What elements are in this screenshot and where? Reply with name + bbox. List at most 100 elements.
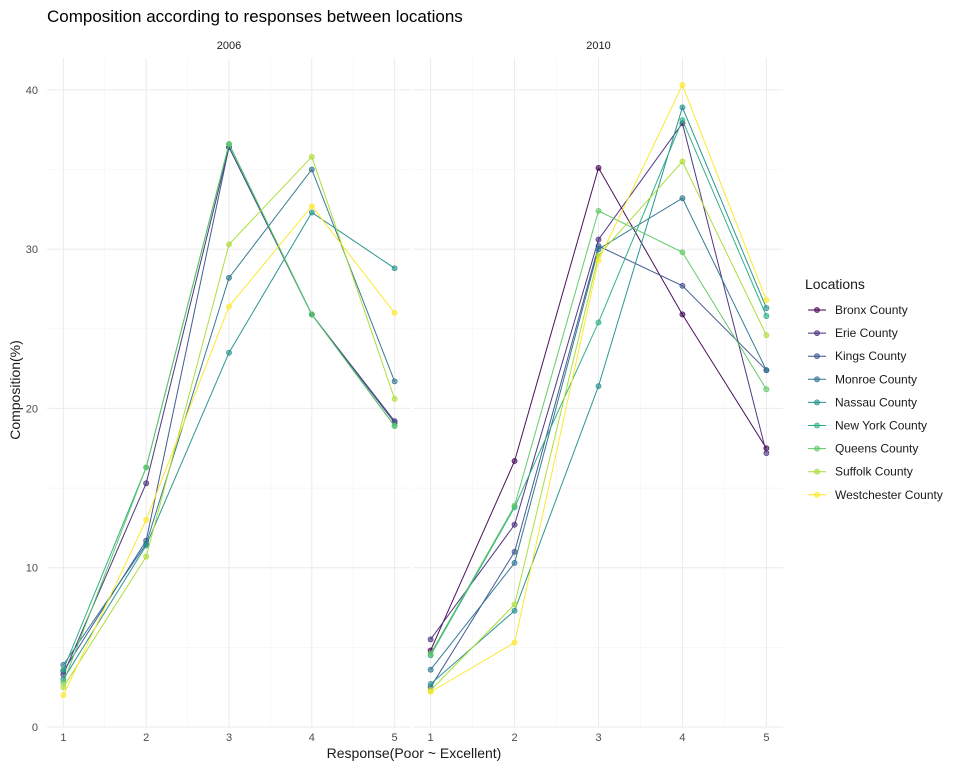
data-point	[427, 650, 434, 657]
data-point	[595, 383, 602, 390]
data-point	[308, 166, 315, 173]
x-tick-label: 4	[309, 732, 315, 744]
x-tick-label: 1	[428, 732, 434, 744]
data-point	[763, 386, 770, 393]
data-point	[679, 282, 686, 289]
data-point	[763, 450, 770, 456]
data-point	[427, 636, 434, 643]
data-point	[679, 249, 686, 256]
x-tick-label: 5	[392, 732, 398, 744]
data-point	[679, 311, 686, 318]
data-point	[679, 117, 686, 124]
data-point	[595, 165, 602, 171]
data-point	[226, 274, 232, 281]
data-point	[143, 464, 150, 471]
data-point	[511, 458, 518, 464]
x-tick-label: 3	[226, 732, 232, 744]
data-point	[308, 209, 315, 216]
panel-2010-series	[427, 82, 770, 695]
data-point	[679, 158, 686, 165]
x-axis-ticks: 1 2 3 4 5 1 2 3 4 5	[60, 732, 769, 744]
x-tick-label: 3	[595, 732, 601, 744]
data-point	[679, 195, 686, 202]
x-tick-label: 1	[60, 732, 66, 744]
data-point	[679, 82, 686, 88]
data-point	[595, 236, 602, 243]
data-point	[763, 332, 770, 339]
data-point	[511, 548, 518, 555]
data-point	[391, 423, 398, 429]
data-point	[143, 553, 150, 560]
data-point	[511, 601, 518, 608]
data-point	[226, 303, 232, 310]
data-point	[226, 349, 232, 356]
y-tick-label: 40	[26, 85, 38, 97]
legend-key-point	[814, 376, 820, 383]
panel-2010: 2010	[414, 40, 783, 728]
x-axis-title: Response(Poor ~ Excellent)	[327, 745, 502, 761]
legend-label: Queens County	[835, 442, 918, 456]
panel-2006: 2006	[47, 40, 411, 728]
data-point	[763, 367, 770, 374]
data-point	[143, 517, 150, 523]
data-point	[427, 681, 434, 687]
y-axis-title: Composition(%)	[7, 340, 23, 440]
panel-2010-grid	[414, 58, 783, 728]
data-point	[391, 265, 398, 272]
legend-key-point	[814, 399, 820, 406]
data-point	[595, 257, 602, 264]
data-point	[143, 542, 150, 549]
data-point	[763, 297, 770, 304]
data-point	[511, 639, 518, 646]
y-tick-label: 30	[26, 244, 38, 256]
x-tick-label: 4	[679, 732, 685, 744]
legend-key-point	[814, 330, 820, 336]
y-tick-label: 0	[32, 722, 38, 734]
chart-title: Composition according to responses betwe…	[47, 7, 463, 26]
legend-key-point	[814, 353, 820, 360]
data-point	[763, 313, 770, 319]
legend-label: Bronx County	[835, 303, 908, 317]
legend-key-point	[814, 307, 820, 313]
data-point	[427, 666, 434, 673]
data-point	[595, 208, 602, 214]
x-tick-label: 2	[511, 732, 517, 744]
y-tick-label: 10	[26, 563, 38, 575]
data-point	[427, 689, 434, 695]
legend-label: Erie County	[835, 326, 898, 340]
data-point	[511, 607, 518, 614]
data-point	[391, 395, 398, 402]
legend-key-point	[814, 422, 820, 429]
legend: Locations Bronx County Erie County Kings C…	[805, 276, 943, 502]
legend-items: Bronx County Erie County Kings County Monro…	[808, 303, 943, 502]
y-tick-label: 20	[26, 403, 38, 415]
data-point	[511, 521, 518, 528]
data-point	[595, 319, 602, 326]
data-point	[391, 378, 398, 385]
data-point	[226, 241, 232, 248]
panel-2006-series	[60, 141, 398, 699]
x-tick-label: 2	[143, 732, 149, 744]
data-point	[60, 684, 67, 691]
data-point	[308, 153, 315, 160]
panel-2006-strip-label: 2006	[217, 40, 241, 52]
data-point	[763, 305, 770, 311]
legend-title: Locations	[805, 276, 865, 292]
legend-label: Nassau County	[835, 395, 917, 409]
y-axis-ticks: 0 10 20 30 40	[26, 85, 38, 734]
legend-label: Westchester County	[835, 488, 943, 502]
panel-2006-grid	[47, 58, 411, 728]
legend-label: Monroe County	[835, 372, 917, 386]
data-point	[143, 480, 150, 487]
data-point	[511, 560, 518, 566]
data-point	[226, 141, 232, 147]
data-point	[595, 246, 602, 253]
legend-key-point	[814, 491, 820, 498]
legend-key-point	[814, 445, 820, 452]
data-point	[679, 104, 686, 111]
x-tick-label: 5	[763, 732, 769, 744]
legend-label: New York County	[835, 419, 927, 433]
data-point	[60, 666, 67, 673]
legend-key-point	[814, 468, 820, 475]
